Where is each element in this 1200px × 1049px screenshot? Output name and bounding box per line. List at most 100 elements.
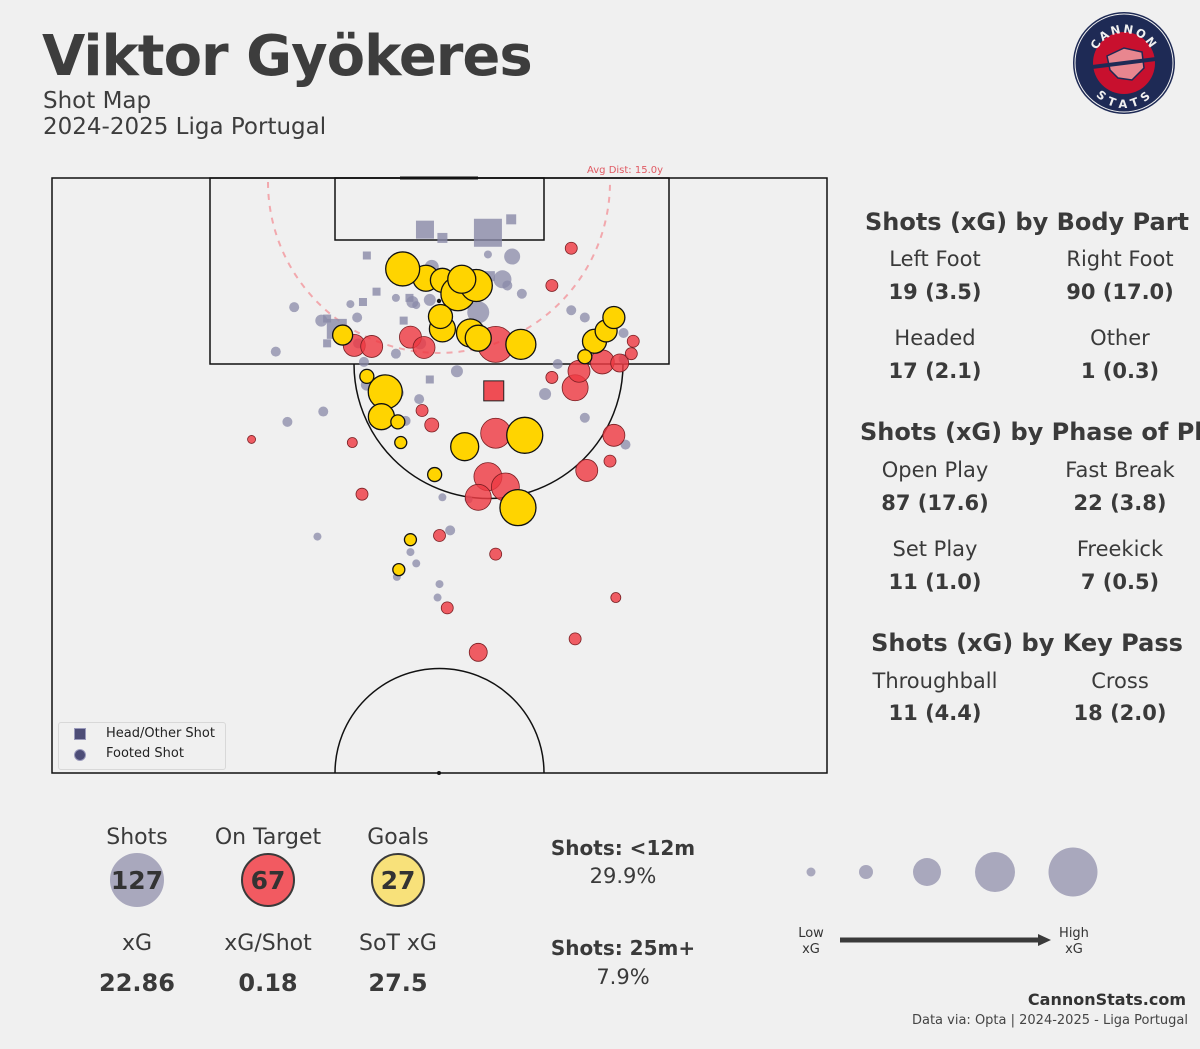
shot-marker-on-target <box>355 487 369 501</box>
set-play-label: Set Play <box>892 537 978 561</box>
footer-source: Data via: Opta | 2024-2025 - Liga Portug… <box>911 1013 1188 1028</box>
shot-marker-missed <box>282 416 293 427</box>
shot-marker-missed <box>516 288 527 299</box>
shot-marker-goal <box>427 466 443 483</box>
goals-label: Goals <box>367 825 429 850</box>
shot-marker-missed <box>504 248 521 265</box>
shot-marker-on-target <box>624 347 638 361</box>
shot-marker-header <box>362 251 371 260</box>
size-legend-dot-1 <box>806 867 816 877</box>
shot-marker-missed <box>414 394 425 405</box>
season-label: 2024-2025 Liga Portugal <box>43 114 327 140</box>
xg-arrow-head <box>1038 934 1051 946</box>
shot-marker-missed <box>552 359 563 369</box>
cross-value: 18 (2.0) <box>1073 701 1167 725</box>
shot-marker-missed <box>358 356 369 367</box>
shot-marker-on-target <box>247 435 256 444</box>
goals-value: 27 <box>380 865 416 895</box>
shot-marker-on-target <box>433 529 446 542</box>
xg-label: xG <box>121 931 153 956</box>
body-part-title: Shots (xG) by Body Part <box>864 208 1190 236</box>
shot-marker-on-target <box>564 241 578 255</box>
shot-marker-on-target <box>468 642 488 662</box>
shot-marker-missed <box>423 293 436 306</box>
shot-marker-goal <box>390 414 406 430</box>
on-target-label: On Target <box>214 825 322 850</box>
left-foot-value: 19 (3.5) <box>888 280 982 304</box>
phase-title: Shots (xG) by Phase of Play <box>860 418 1200 446</box>
shot-map-pitch: Avg Dist: 15.0y <box>51 165 828 775</box>
shot-marker-missed <box>445 525 456 536</box>
shot-marker-missed <box>483 250 492 259</box>
shot-marker-header <box>405 293 414 302</box>
open-play-value: 87 (17.6) <box>881 491 989 515</box>
shot-marker-missed <box>352 312 363 323</box>
shot-marker-goal <box>506 416 544 454</box>
shot-marker-goal <box>450 432 480 462</box>
shot-marker-goal <box>403 533 418 547</box>
goals-badge: 27 <box>371 853 425 907</box>
shot-marker-header <box>323 314 332 323</box>
head-shot-legend-icon <box>74 728 86 740</box>
low-xg-label-2: xG <box>802 942 820 957</box>
avg-distance-arc <box>267 181 611 354</box>
low-xg-label-1: Low <box>798 926 824 941</box>
shot-marker-missed <box>618 328 629 338</box>
shot-marker-on-target <box>415 404 429 417</box>
set-play-value: 11 (1.0) <box>888 570 982 594</box>
shot-marker-missed <box>579 312 590 323</box>
shot-marker-missed <box>450 365 463 378</box>
footed-shot-legend-icon <box>74 749 86 761</box>
key-pass-title: Shots (xG) by Key Pass <box>871 629 1183 657</box>
other-value: 1 (0.3) <box>1080 359 1160 383</box>
shot-marker-on-target <box>610 592 622 603</box>
short-shots-value: 29.9% <box>589 864 657 888</box>
shot-marker-missed <box>412 301 421 310</box>
center-spot <box>437 771 441 775</box>
size-legend-dot-3 <box>913 858 941 886</box>
size-legend-dot-2 <box>859 865 873 879</box>
shot-marker-missed <box>566 305 577 316</box>
fast-break-label: Fast Break <box>1065 458 1175 482</box>
headed-label: Headed <box>894 326 976 350</box>
center-circle <box>334 667 545 774</box>
shot-marker-on-target <box>360 335 384 358</box>
shots-layer <box>247 214 640 662</box>
long-shots-label: Shots: 25m+ <box>550 936 696 960</box>
shot-marker-on-target <box>603 454 617 468</box>
shot-marker-missed <box>406 548 415 557</box>
open-play-label: Open Play <box>881 458 989 482</box>
high-xg-label-2: xG <box>1065 942 1083 957</box>
shot-marker-goal <box>447 264 477 294</box>
head-shot-legend-label: Head/Other Shot <box>106 726 215 741</box>
shot-marker-goal <box>392 562 406 577</box>
avg-distance-label: Avg Dist: 15.0y <box>587 165 663 176</box>
shot-marker-header <box>372 287 381 296</box>
xg-per-shot-value: 0.18 <box>238 969 298 997</box>
cross-label: Cross <box>1091 669 1149 693</box>
freekick-value: 7 (0.5) <box>1080 570 1160 594</box>
shot-marker-on-target <box>440 601 454 615</box>
penalty-spot <box>436 298 442 304</box>
xg-per-shot-label: xG/Shot <box>224 931 312 956</box>
shot-marker-header <box>425 375 434 384</box>
shot-marker-on-target <box>602 423 626 447</box>
shot-marker-goal <box>464 324 492 352</box>
shots-badge: 127 <box>110 853 164 907</box>
long-shots-value: 7.9% <box>596 965 650 989</box>
shot-marker-header <box>415 220 434 239</box>
short-shots-label: Shots: <12m <box>550 836 696 860</box>
shot-marker-missed <box>539 387 552 400</box>
shot-marker-header <box>399 316 408 325</box>
shot-marker-goal <box>577 349 593 365</box>
shot-marker-header <box>358 298 367 306</box>
shot-marker-on-target <box>545 279 559 292</box>
shot-marker-missed <box>289 302 300 313</box>
shot-type-legend <box>58 722 226 770</box>
throughball-label: Throughball <box>872 669 998 693</box>
size-legend-dot-4 <box>975 852 1015 892</box>
throughball-value: 11 (4.4) <box>888 701 982 725</box>
shot-marker-goal <box>331 324 354 346</box>
other-label: Other <box>1090 326 1150 350</box>
footed-shot-legend-label: Footed Shot <box>106 746 184 761</box>
